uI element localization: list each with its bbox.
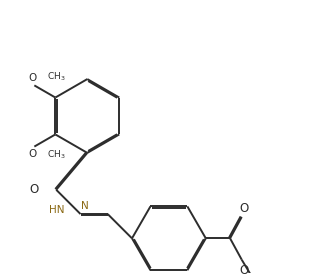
Text: N: N [81, 201, 89, 211]
Text: CH$_3$: CH$_3$ [47, 71, 66, 83]
Text: O: O [239, 263, 248, 277]
Text: CH$_3$: CH$_3$ [47, 148, 66, 161]
Text: O: O [239, 202, 248, 215]
Text: O: O [29, 183, 39, 196]
Text: O: O [28, 73, 36, 83]
Text: HN: HN [49, 205, 65, 215]
Text: O: O [28, 148, 36, 158]
